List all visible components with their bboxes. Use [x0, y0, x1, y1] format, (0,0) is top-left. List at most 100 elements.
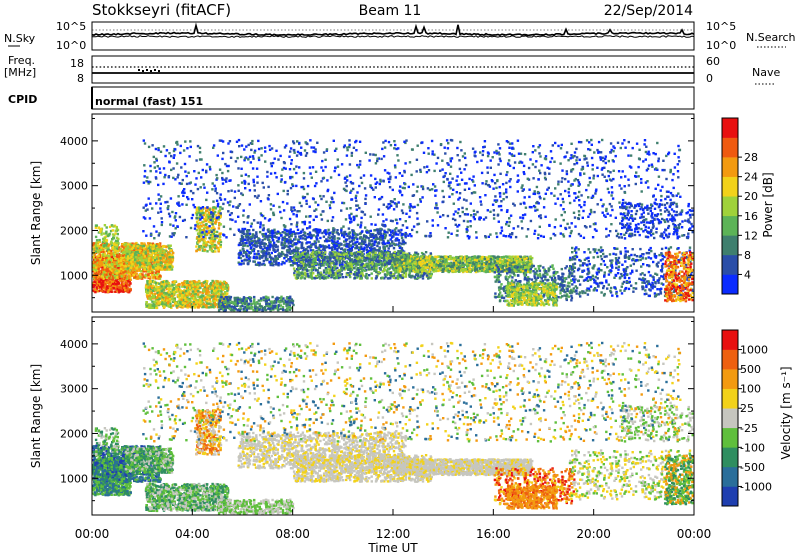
heatmap-cell: [188, 299, 190, 301]
heatmap-cell: [157, 254, 159, 256]
heatmap-cell: [378, 242, 380, 244]
heatmap-cell: [292, 300, 294, 302]
heatmap-cell: [171, 297, 173, 299]
heatmap-cell: [170, 249, 172, 251]
heatmap-cell: [337, 240, 339, 242]
heatmap-cell: [182, 284, 184, 286]
heatmap-cell: [219, 236, 221, 238]
heatmap-cell: [139, 276, 141, 278]
heatmap-cell: [130, 256, 132, 258]
heatmap-cell: [252, 309, 254, 311]
heatmap-cell: [200, 234, 202, 236]
heatmap-cell: [304, 232, 306, 234]
heatmap-cell: [147, 289, 149, 291]
heatmap-cell: [129, 282, 131, 284]
heatmap-cell: [268, 303, 270, 305]
heatmap-cell: [211, 296, 213, 298]
freq-glitch: [150, 70, 152, 72]
heatmap-cell: [398, 229, 400, 231]
heatmap-cell: [294, 236, 296, 238]
heatmap-cell: [144, 255, 146, 257]
heatmap-cell: [208, 211, 210, 213]
heatmap-cell: [215, 214, 217, 216]
heatmap-cell: [368, 239, 370, 241]
heatmap-cell: [197, 306, 199, 308]
heatmap-cell: [94, 254, 96, 256]
heatmap-cell: [283, 257, 285, 259]
heatmap-cell: [151, 274, 153, 276]
heatmap-cell: [162, 257, 164, 259]
heatmap-cell: [193, 280, 195, 282]
heatmap-cell: [203, 299, 205, 301]
heatmap-cell: [194, 297, 196, 299]
heatmap-cell: [259, 305, 261, 307]
freq-glitch: [142, 70, 144, 72]
heatmap-cell: [218, 227, 220, 229]
heatmap-cell: [150, 250, 152, 252]
heatmap-cell: [272, 307, 274, 309]
heatmap-cell: [158, 298, 160, 300]
heatmap-cell: [310, 249, 312, 251]
heatmap-cell: [160, 251, 162, 253]
heatmap-cell: [103, 240, 105, 242]
heatmap-cell: [114, 275, 116, 277]
heatmap-cell: [248, 303, 250, 305]
heatmap-cell: [282, 306, 284, 308]
heatmap-cell: [120, 287, 122, 289]
heatmap-cell: [212, 209, 214, 211]
heatmap-cell: [156, 286, 158, 288]
heatmap-cell: [154, 293, 156, 295]
heatmap-cell: [233, 306, 235, 308]
heatmap-cell: [143, 245, 145, 247]
heatmap-cell: [103, 271, 105, 273]
heatmap-cell: [137, 277, 139, 279]
heatmap-cell: [145, 301, 147, 303]
heatmap-cell: [269, 244, 271, 246]
heatmap-cell: [327, 229, 329, 231]
heatmap-cell: [170, 245, 172, 247]
heatmap-cell: [165, 246, 167, 248]
heatmap-cell: [127, 267, 129, 269]
heatmap-cell: [194, 305, 196, 307]
heatmap-cell: [140, 270, 142, 272]
heatmap-cell: [146, 291, 148, 293]
heatmap-cell: [211, 238, 213, 240]
freq-glitch: [138, 69, 140, 71]
heatmap-cell: [146, 280, 148, 282]
heatmap-cell: [152, 266, 154, 268]
heatmap-cell: [137, 251, 139, 253]
heatmap-cell: [95, 269, 97, 271]
freq-glitch: [154, 69, 156, 71]
heatmap-cell: [102, 280, 104, 282]
heatmap-cell: [220, 303, 222, 305]
heatmap-cell: [275, 263, 277, 265]
heatmap-cell: [153, 244, 155, 246]
heatmap-cell: [92, 256, 94, 258]
heatmap-cell: [100, 264, 102, 266]
heatmap-cell: [101, 259, 103, 261]
heatmap-cell: [167, 287, 169, 289]
heatmap-cell: [234, 299, 236, 301]
heatmap-cell: [153, 296, 155, 298]
heatmap-cell: [125, 265, 127, 267]
heatmap-cell: [172, 288, 174, 290]
heatmap-cell: [117, 233, 119, 235]
heatmap-cell: [169, 298, 171, 300]
heatmap-cell: [239, 305, 241, 307]
heatmap-cell: [323, 236, 325, 238]
heatmap-cell: [164, 266, 166, 268]
heatmap-cell: [208, 306, 210, 308]
heatmap-cell: [106, 226, 108, 228]
heatmap-cell: [127, 287, 129, 289]
heatmap-cell: [158, 248, 160, 250]
heatmap-cell: [150, 259, 152, 261]
heatmap-cell: [192, 288, 194, 290]
heatmap-cell: [148, 297, 150, 299]
heatmap-cell: [106, 276, 108, 278]
heatmap-cell: [163, 251, 165, 253]
heatmap-cell: [206, 289, 208, 291]
heatmap-cell: [117, 250, 119, 252]
heatmap-cell: [108, 277, 110, 279]
heatmap-cell: [307, 246, 309, 248]
heatmap-cell: [127, 280, 129, 282]
